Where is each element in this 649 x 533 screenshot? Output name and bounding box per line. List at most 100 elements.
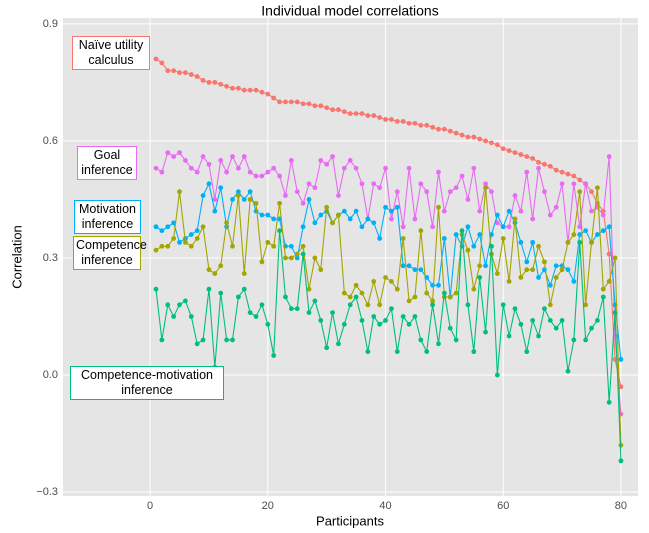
data-point <box>253 173 259 179</box>
y-tick-label: 0.3 <box>43 252 58 264</box>
data-point <box>341 109 347 115</box>
data-point <box>194 74 200 79</box>
chart-title: Individual model correlations <box>261 3 438 19</box>
data-point <box>400 314 406 319</box>
data-point <box>318 158 324 163</box>
data-point <box>353 208 359 214</box>
data-point <box>288 158 294 163</box>
data-point <box>153 56 159 62</box>
data-point <box>253 208 259 214</box>
data-point <box>524 169 530 175</box>
data-point <box>494 142 500 148</box>
data-point <box>542 189 547 195</box>
data-point <box>183 239 188 245</box>
data-point <box>441 236 447 241</box>
data-point <box>506 333 512 339</box>
series-line <box>155 187 622 446</box>
data-point <box>606 224 612 230</box>
data-point <box>412 120 418 126</box>
data-point <box>547 318 553 323</box>
data-point <box>518 321 524 327</box>
data-point <box>618 384 624 390</box>
data-point <box>206 79 212 85</box>
data-point <box>553 325 559 331</box>
data-point <box>230 197 235 202</box>
data-point <box>271 243 277 249</box>
data-point <box>259 212 265 218</box>
data-point <box>294 255 300 261</box>
data-point <box>447 128 453 134</box>
data-point <box>300 243 306 249</box>
data-point <box>300 224 306 230</box>
data-point <box>336 193 341 198</box>
data-point <box>412 216 418 222</box>
data-point <box>265 169 271 175</box>
data-point <box>553 263 559 269</box>
data-point <box>206 286 212 292</box>
data-point <box>542 306 547 312</box>
data-point <box>377 185 383 191</box>
data-point <box>165 302 171 308</box>
data-point <box>512 193 518 198</box>
data-point <box>565 171 571 177</box>
data-point <box>177 302 182 308</box>
data-point <box>547 282 553 288</box>
data-point <box>271 95 277 101</box>
data-point <box>253 314 259 319</box>
data-point <box>500 302 506 308</box>
data-point <box>235 85 241 91</box>
data-point <box>365 216 371 222</box>
data-point <box>477 208 483 214</box>
data-point <box>453 232 459 237</box>
data-point <box>271 216 277 222</box>
data-point <box>159 60 165 66</box>
data-point <box>589 325 594 331</box>
data-point <box>459 228 465 234</box>
data-point <box>306 310 312 316</box>
y-tick-label: 0.9 <box>43 18 58 30</box>
data-point <box>165 243 171 249</box>
data-point <box>294 189 300 195</box>
data-point <box>571 278 577 284</box>
data-point <box>518 208 524 214</box>
plot-background <box>63 18 638 496</box>
data-point <box>277 99 282 105</box>
data-point <box>553 167 559 173</box>
data-point <box>306 197 312 202</box>
data-point <box>589 239 594 245</box>
data-point <box>235 189 241 195</box>
data-point <box>406 321 412 327</box>
data-point <box>453 337 459 343</box>
data-point <box>465 302 471 308</box>
data-point <box>471 243 477 249</box>
data-point <box>424 290 430 296</box>
data-point <box>341 290 347 296</box>
data-point <box>430 298 436 304</box>
data-point <box>347 158 353 163</box>
data-point <box>565 239 571 245</box>
data-point <box>430 302 436 308</box>
data-point <box>206 161 212 167</box>
data-point <box>353 282 359 288</box>
data-point <box>447 325 453 331</box>
data-point <box>159 337 165 343</box>
data-point <box>247 169 253 175</box>
data-point <box>418 267 424 273</box>
data-point <box>188 165 194 171</box>
data-point <box>494 212 500 218</box>
x-axis-label: Participants <box>316 513 384 528</box>
data-point <box>436 204 441 210</box>
data-point <box>424 189 430 195</box>
data-point <box>336 212 341 218</box>
data-point <box>188 72 194 77</box>
data-point <box>194 236 200 241</box>
data-point <box>153 247 159 253</box>
data-point <box>183 158 188 163</box>
y-axis-label: Correlation <box>9 225 24 289</box>
data-point <box>418 228 424 234</box>
data-point <box>383 117 388 122</box>
data-point <box>206 181 212 187</box>
data-point <box>218 185 224 191</box>
data-point <box>553 275 559 280</box>
data-point <box>247 197 253 202</box>
